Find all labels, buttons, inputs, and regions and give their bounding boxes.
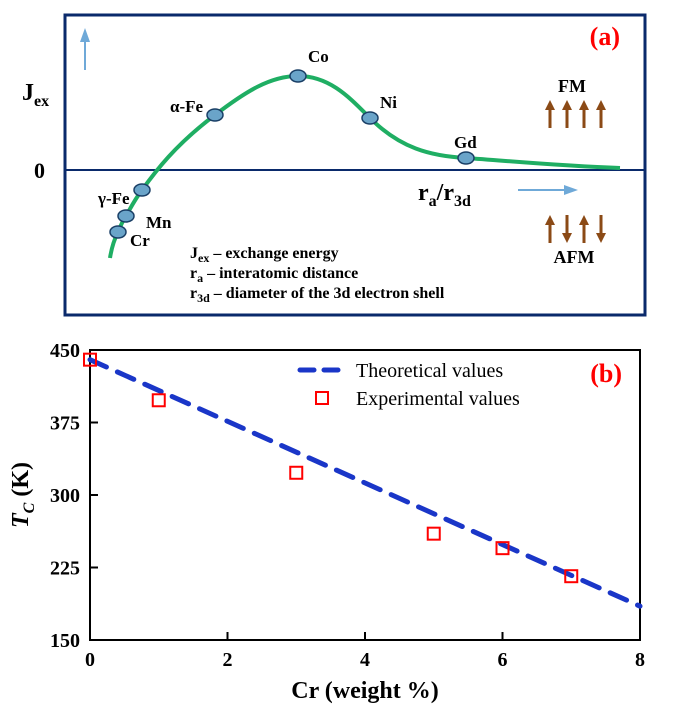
- x-tick-label: 4: [360, 649, 370, 671]
- curve-marker: [362, 112, 378, 124]
- afm-label: AFM: [554, 247, 595, 267]
- legend-label: Theoretical values: [356, 360, 503, 382]
- figure-container: (a) Jex 0 ra/r3d CrMnγ-Feα-FeCoNiGd Jex …: [0, 0, 675, 710]
- curve-marker-label: Cr: [130, 231, 150, 250]
- curve-marker-label: Gd: [454, 133, 477, 152]
- y-axis-label: Jex: [22, 80, 49, 110]
- curve-marker-label: α-Fe: [170, 97, 204, 116]
- curve-marker-label: Ni: [380, 93, 397, 112]
- x-tick-label: 2: [223, 649, 233, 671]
- panel-a: (a) Jex 0 ra/r3d CrMnγ-Feα-FeCoNiGd Jex …: [0, 0, 675, 335]
- curve-marker: [118, 210, 134, 222]
- curve-marker-label: Co: [308, 47, 329, 66]
- curve-marker-label: Mn: [146, 213, 172, 232]
- legend-label: Experimental values: [356, 388, 520, 410]
- y-tick-label: 375: [50, 413, 80, 435]
- panel-b-label: (b): [590, 359, 622, 388]
- panel-a-label: (a): [590, 22, 620, 51]
- zero-label: 0: [34, 158, 45, 183]
- y-axis-label: TC (K): [8, 462, 38, 528]
- curve-marker-label: γ-Fe: [97, 189, 130, 208]
- y-tick-label: 450: [50, 340, 80, 362]
- x-tick-label: 8: [635, 649, 645, 671]
- fm-label: FM: [558, 76, 586, 96]
- curve-marker: [134, 184, 150, 196]
- x-tick-label: 0: [85, 649, 95, 671]
- curve-marker: [110, 226, 126, 238]
- curve-marker: [207, 109, 223, 121]
- x-axis-label: Cr (weight %): [291, 678, 439, 704]
- y-tick-label: 225: [50, 558, 80, 580]
- curve-marker: [290, 70, 306, 82]
- y-tick-label: 300: [50, 485, 80, 507]
- x-tick-label: 6: [498, 649, 508, 671]
- panel-b: 0 2 4 6 8 150 225 300 375 450 Cr (weight %) TC (K) (…: [0, 335, 675, 710]
- curve-marker: [458, 152, 474, 164]
- y-tick-label: 150: [50, 630, 80, 652]
